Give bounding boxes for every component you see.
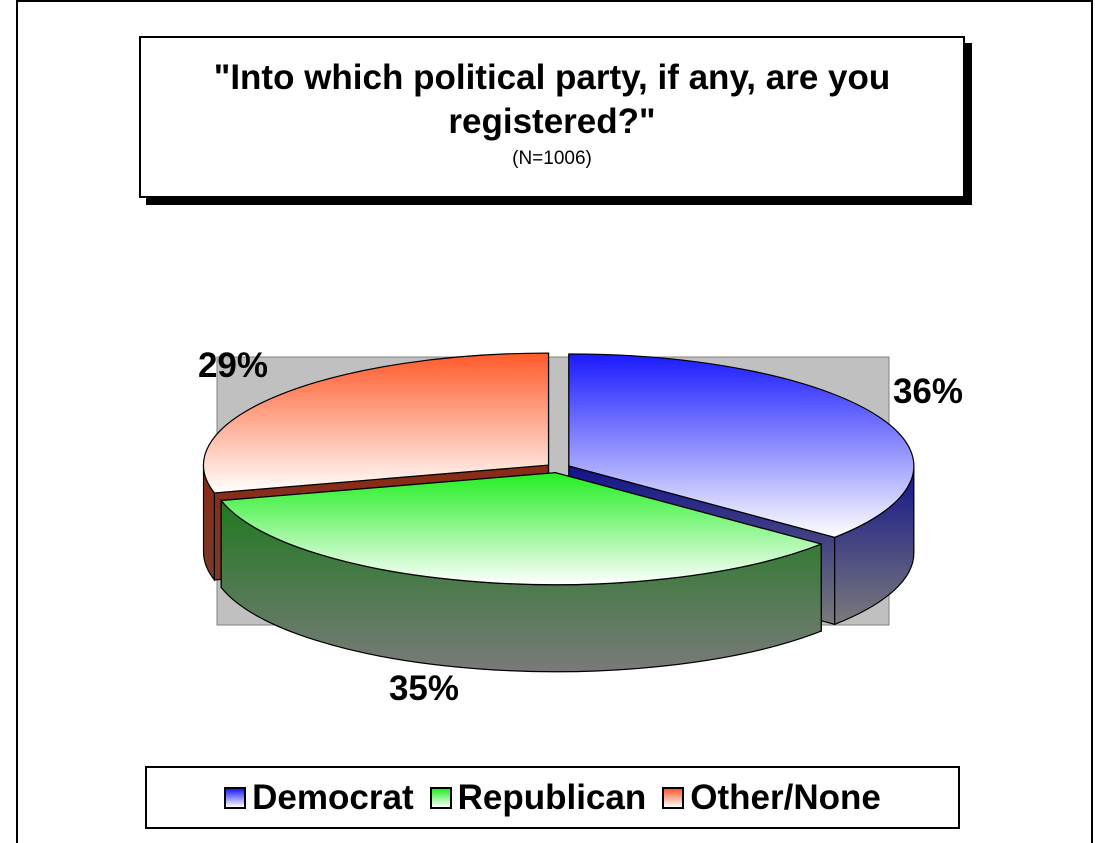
- chart-title: "Into which political party, if any, are…: [213, 58, 891, 141]
- legend-swatch-other-none: [662, 786, 685, 809]
- legend: Democrat Republican Other/None: [145, 766, 960, 829]
- data-label-republican: 35%: [389, 669, 459, 708]
- legend-swatch-democrat: [224, 786, 247, 809]
- chart-frame: [16, 0, 1093, 843]
- legend-label-republican: Republican: [457, 777, 647, 817]
- title-box: "Into which political party, if any, are…: [139, 36, 965, 198]
- slice-top-democrat: [568, 353, 915, 538]
- legend-item-other-none: Other/None: [662, 778, 881, 818]
- legend-swatch-republican: [429, 786, 452, 809]
- chart-subtitle: (N=1006): [512, 148, 592, 169]
- data-label-democrat: 36%: [893, 372, 963, 411]
- slice-top-republican: [220, 472, 824, 586]
- legend-item-democrat: Democrat: [224, 777, 414, 818]
- slice-top-other-none: [202, 352, 550, 494]
- legend-label-other-none: Other/None: [690, 777, 881, 817]
- legend-item-republican: Republican: [429, 777, 647, 818]
- legend-label-democrat: Democrat: [252, 777, 414, 817]
- slice-republican: [220, 471, 824, 673]
- data-label-other-none: 29%: [198, 346, 268, 385]
